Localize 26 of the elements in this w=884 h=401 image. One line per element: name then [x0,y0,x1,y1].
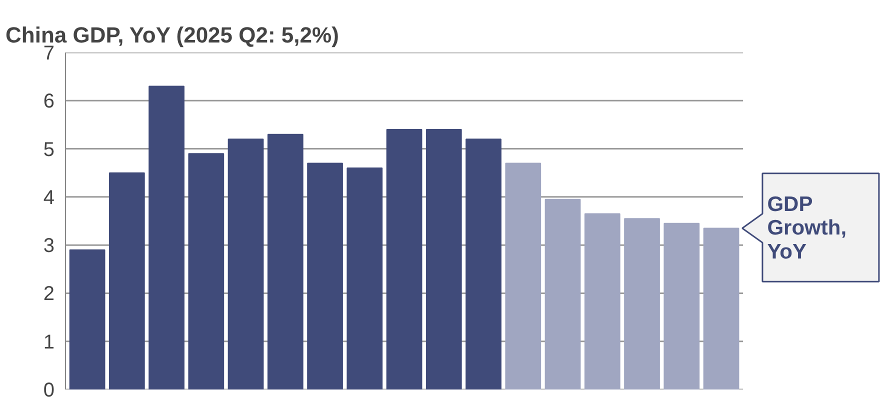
bar [703,228,740,390]
bar [69,249,106,390]
y-tick-label: 7 [43,42,54,64]
bar [544,198,581,390]
bar [307,162,343,390]
bar [624,218,660,390]
y-tick-label: 5 [43,138,54,161]
bar [346,168,383,390]
bar [108,172,145,390]
series-label: GDP Growth, YoY [767,193,847,264]
bar [426,129,462,390]
bar [664,222,700,390]
bar [228,138,264,390]
y-tick-label: 1 [43,331,54,354]
bar [188,153,224,390]
y-tick-label: 4 [43,186,54,209]
bar [386,129,422,390]
y-tick-label: 6 [43,90,54,113]
bar [267,134,304,390]
bar [466,138,502,390]
bar [148,86,184,390]
bar [584,213,620,390]
bar [505,162,542,390]
y-tick-label: 2 [43,283,54,306]
y-tick-label: 3 [43,235,54,258]
y-tick-label: 0 [43,380,54,401]
